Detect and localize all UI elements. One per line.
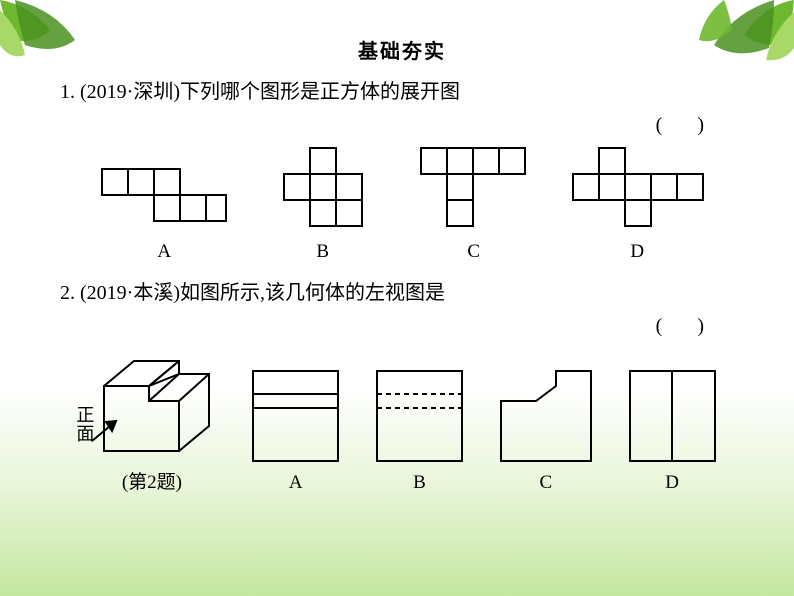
- q2-body: 如图所示,该几何体的左视图是: [180, 282, 445, 304]
- q1-option-a: A: [99, 155, 229, 263]
- q1-source: (2019·深圳): [80, 81, 180, 103]
- q2-option-b: B: [372, 366, 467, 494]
- q1-label-b: B: [268, 241, 378, 263]
- q2-text: 2. (2019·本溪)如图所示,该几何体的左视图是: [60, 277, 744, 309]
- leaf-decoration-top-left: [0, 0, 110, 80]
- q2-source: (2019·本溪): [80, 282, 180, 304]
- q1-body: 下列哪个图形是正方体的展开图: [180, 81, 460, 103]
- q1-option-d: D: [570, 145, 705, 263]
- q1-figures: A B: [80, 145, 724, 263]
- leaf-decoration-top-right: [654, 0, 794, 90]
- q1-label-a: A: [99, 241, 229, 263]
- section-title: 基础夯实: [60, 35, 744, 64]
- q2-figures: 正面 (第2题) A B: [70, 346, 734, 494]
- q1-option-c: C: [416, 145, 531, 263]
- q2-caption: (第2题): [84, 467, 219, 494]
- q1-paren: ( ): [60, 114, 744, 137]
- q1-label-c: C: [416, 241, 531, 263]
- q2-option-a: A: [248, 366, 343, 494]
- front-label: 正面: [76, 406, 94, 444]
- q1-option-b: B: [268, 145, 378, 263]
- q2-label-d: D: [625, 472, 720, 494]
- q1-label-d: D: [570, 241, 705, 263]
- q1-num: 1.: [60, 81, 75, 103]
- q2-solid: 正面 (第2题): [84, 346, 219, 494]
- q1-text: 1. (2019·深圳)下列哪个图形是正方体的展开图: [60, 76, 744, 108]
- q2-label-b: B: [372, 472, 467, 494]
- q2-option-c: C: [496, 366, 596, 494]
- q2-paren: ( ): [60, 315, 744, 338]
- q2-num: 2.: [60, 282, 75, 304]
- q2-label-a: A: [248, 472, 343, 494]
- q2-label-c: C: [496, 472, 596, 494]
- q2-option-d: D: [625, 366, 720, 494]
